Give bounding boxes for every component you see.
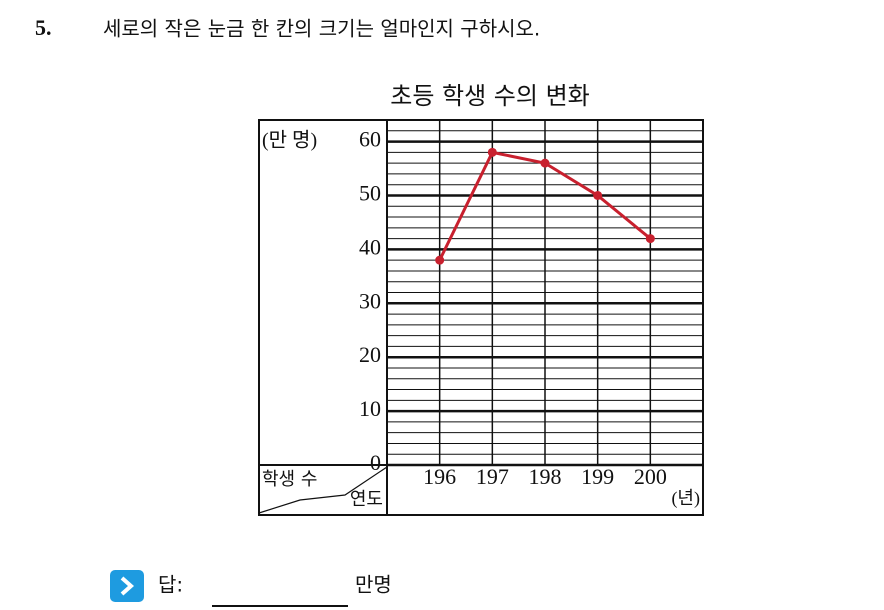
x-tick-label: 198 — [529, 464, 562, 489]
y-tick-label: 50 — [359, 181, 381, 206]
y-tick-label: 60 — [359, 127, 381, 152]
chart-title: 초등 학생 수의 변화 — [390, 82, 590, 110]
question-text: 세로의 작은 눈금 한 칸의 크기는 얼마인지 구하시오. — [103, 17, 540, 41]
y-tick-label: 30 — [359, 288, 381, 313]
y-tick-label: 10 — [359, 396, 381, 421]
y-tick-label: 0 — [370, 450, 381, 475]
data-point — [540, 158, 550, 168]
x-tick-label: 199 — [581, 464, 614, 489]
answer-label: 답: — [158, 573, 183, 597]
y-unit: (만 명) — [262, 129, 317, 152]
corner-diagonal — [258, 466, 388, 514]
x-unit: (년) — [671, 488, 700, 509]
table-border — [258, 119, 704, 516]
x-tick-label: 200 — [634, 464, 667, 489]
answer-icon-arrow — [120, 576, 135, 596]
question-number: 5. — [35, 15, 52, 40]
y-tick-label: 20 — [359, 342, 381, 367]
x-tick-label: 196 — [423, 464, 456, 489]
data-point — [593, 190, 603, 200]
x-tick-label: 197 — [476, 464, 509, 489]
data-point — [645, 234, 655, 244]
data-point — [487, 147, 497, 157]
row-header: 학생 수 — [262, 469, 317, 490]
data-point — [435, 255, 445, 265]
answer-icon — [110, 570, 144, 602]
y-tick-label: 40 — [359, 234, 381, 259]
answer-unit: 만명 — [355, 573, 392, 597]
column-header: 연도 — [350, 489, 383, 510]
chart: 0 10 20 30 40 50 60 196 197 198 199 200 — [359, 119, 703, 489]
